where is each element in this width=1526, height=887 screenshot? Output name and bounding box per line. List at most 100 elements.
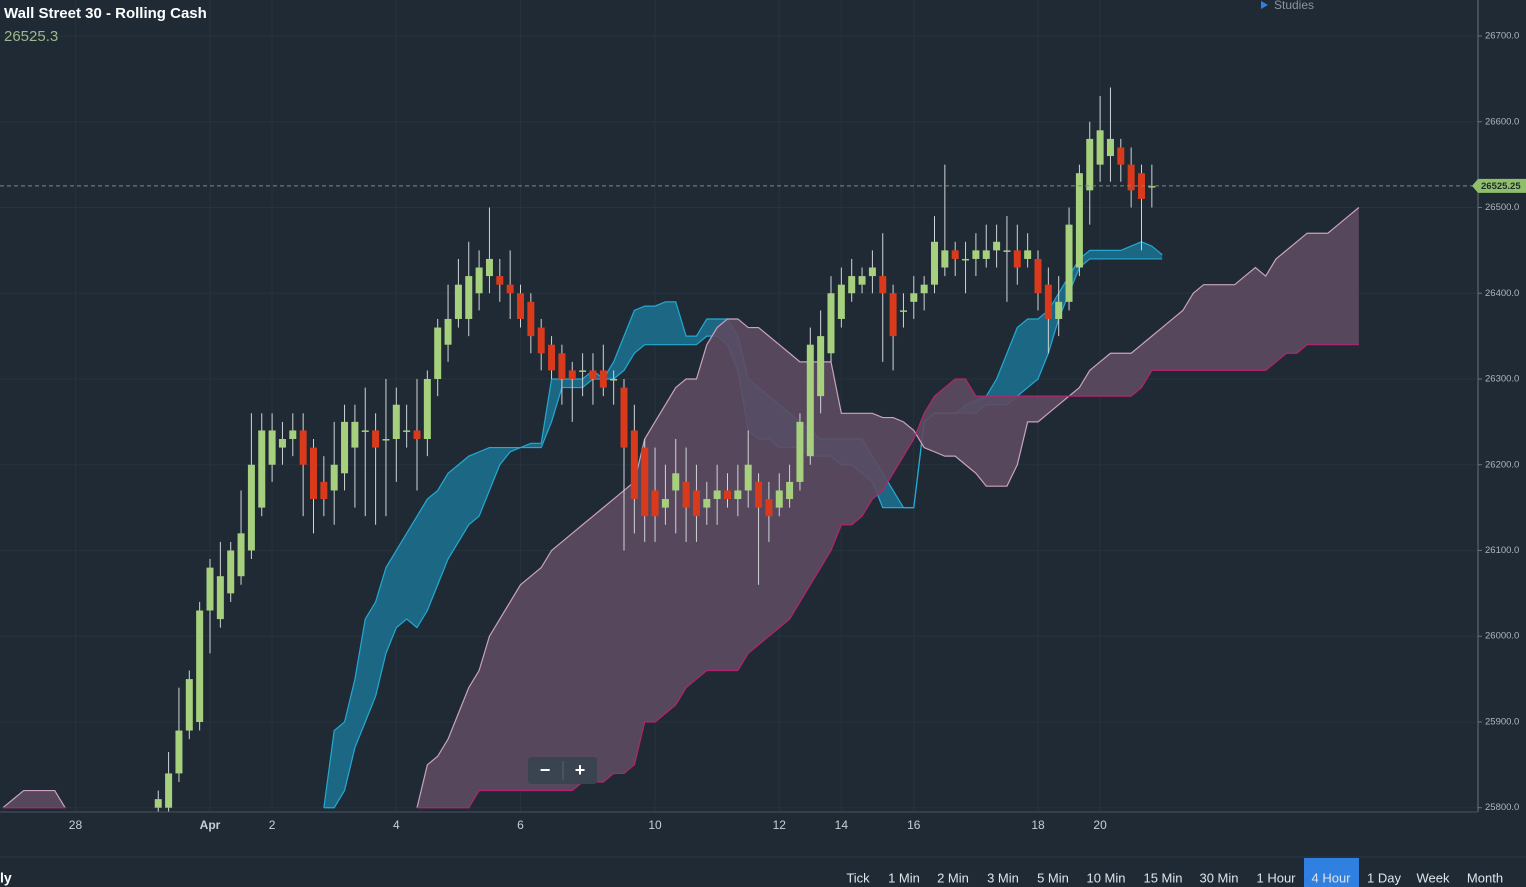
instrument-title: Wall Street 30 - Rolling Cash — [4, 5, 207, 22]
candle-body — [423, 378, 431, 440]
candle-body — [755, 481, 763, 508]
timeframe-button[interactable]: Week — [1417, 870, 1450, 885]
timeframe-button[interactable]: 4 Hour — [1311, 870, 1351, 885]
candle-body — [475, 267, 483, 294]
candle-body — [196, 610, 204, 722]
timeframe-button[interactable]: 2 Min — [937, 870, 969, 885]
candle-body — [154, 799, 162, 808]
candle-body — [361, 430, 369, 432]
x-tick-label: 12 — [773, 818, 787, 832]
cloud-fill — [417, 207, 1359, 808]
cloud-upper-line — [2, 789, 66, 809]
candle-body — [899, 310, 907, 312]
candle-body — [682, 481, 690, 508]
candle-body — [713, 490, 721, 500]
candle-body — [775, 490, 783, 508]
candle-body — [537, 327, 545, 354]
candle-body — [413, 430, 421, 440]
candle-body — [1024, 250, 1032, 259]
x-tick-label: 4 — [393, 818, 400, 832]
y-tick-label: 25800.0 — [1485, 802, 1519, 813]
candle-body — [941, 250, 949, 268]
y-tick-label: 26000.0 — [1485, 631, 1519, 642]
candle-body — [692, 490, 700, 517]
x-tick-label: 6 — [517, 818, 524, 832]
timeframe-button[interactable]: 1 Min — [888, 870, 920, 885]
candle-body — [258, 430, 266, 508]
candle-body — [454, 284, 462, 319]
cloud-upper-line — [416, 207, 1360, 808]
candle-body — [703, 499, 711, 508]
candle-body — [817, 336, 825, 397]
candle-body — [268, 430, 276, 465]
candle-body — [827, 293, 835, 354]
y-tick-label: 26600.0 — [1485, 116, 1519, 127]
candle-body — [951, 250, 959, 259]
y-tick-label: 26200.0 — [1485, 459, 1519, 470]
timeframe-button[interactable]: 30 Min — [1199, 870, 1238, 885]
timeframe-button[interactable]: 15 Min — [1143, 870, 1182, 885]
timeframe-button[interactable]: 1 Hour — [1256, 870, 1296, 885]
timeframe-button[interactable]: Tick — [846, 870, 870, 885]
timeframe-button[interactable]: 10 Min — [1086, 870, 1125, 885]
candle-body — [278, 439, 286, 448]
candle-body — [651, 490, 659, 517]
x-tick-label: Apr — [200, 818, 221, 832]
candle-body — [837, 284, 845, 319]
candle-body — [216, 576, 224, 620]
candle-body — [661, 499, 669, 508]
timeframe-button[interactable]: 5 Min — [1037, 870, 1069, 885]
zoom-in[interactable]: + — [575, 760, 586, 780]
candle-body — [993, 241, 1001, 251]
candle-body — [1055, 301, 1063, 319]
studies-button[interactable]: Studies — [1274, 0, 1314, 12]
candle-body — [496, 276, 504, 285]
candle-body — [165, 773, 173, 808]
candle-body — [403, 430, 411, 432]
candle-body — [1013, 250, 1021, 268]
candle-body — [972, 250, 980, 259]
candle-body — [879, 276, 887, 294]
y-tick-label: 26400.0 — [1485, 288, 1519, 299]
candle-body — [247, 464, 255, 551]
candle-body — [806, 344, 814, 457]
candle-body — [889, 293, 897, 337]
timeframe-button[interactable]: 1 Day — [1367, 870, 1401, 885]
candle-body — [920, 284, 928, 294]
candle-body — [237, 533, 245, 577]
timeframe-toolbar: Tick 1 Min 2 Min 3 Min 5 Min 10 Min 15 Min 30 M… — [846, 858, 1503, 887]
instrument-price: 26525.3 — [4, 28, 58, 45]
candle-body — [1106, 138, 1114, 157]
x-tick-label: 10 — [648, 818, 662, 832]
timeframe-button[interactable]: 3 Min — [987, 870, 1019, 885]
candle-body — [299, 430, 307, 465]
candle-body — [744, 464, 752, 491]
candle-body — [289, 430, 297, 440]
candle-body — [1075, 173, 1083, 268]
candle-body — [1148, 186, 1156, 188]
y-tick-label: 25900.0 — [1485, 716, 1519, 727]
candle-body — [599, 370, 607, 388]
candle-body — [506, 284, 514, 294]
y-tick-label: 26700.0 — [1485, 31, 1519, 42]
plot — [0, 87, 1478, 812]
candle-body — [610, 378, 618, 381]
candle-body — [1065, 224, 1073, 302]
candle-body — [527, 301, 535, 337]
zoom-out[interactable]: − — [540, 760, 551, 780]
studies-icon[interactable] — [1261, 1, 1268, 9]
candle-body — [517, 293, 524, 319]
x-tick-label: 16 — [907, 818, 921, 832]
candle-body — [392, 404, 400, 440]
candle-body — [962, 258, 970, 261]
toolbar-left-text: ly — [0, 870, 12, 886]
timeframe-button[interactable]: Month — [1467, 870, 1503, 885]
candle-body — [320, 481, 328, 500]
candle-body — [724, 490, 731, 500]
zoom-control: − + — [528, 757, 597, 784]
active-timeframe-bg — [1304, 858, 1359, 887]
candle-body — [1117, 147, 1125, 165]
candle-body — [1003, 250, 1011, 252]
candle-body — [672, 473, 680, 491]
